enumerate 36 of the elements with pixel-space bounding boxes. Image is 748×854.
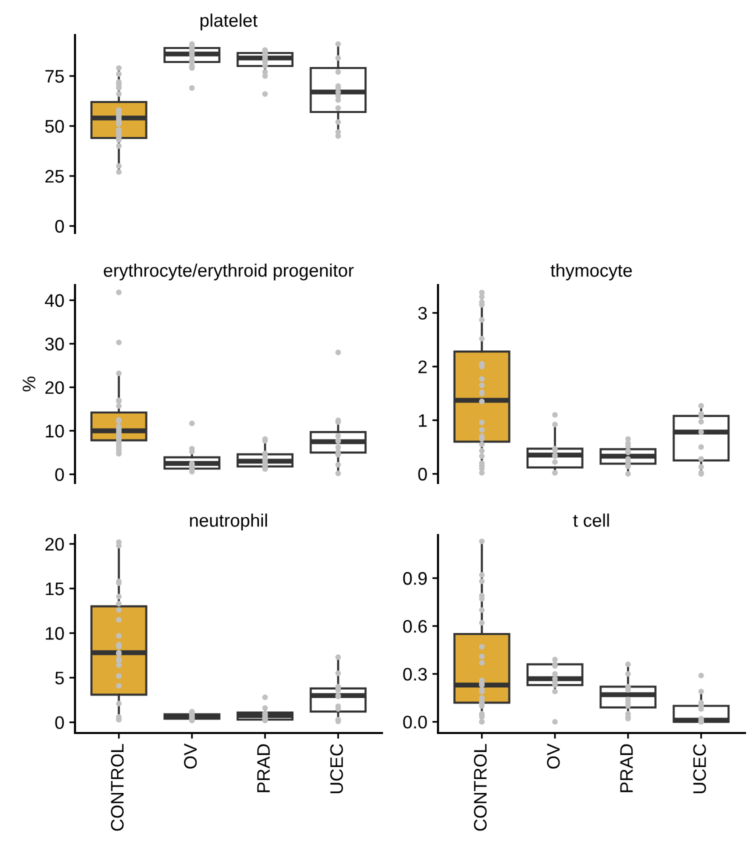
x-tick-label: PRAD [620, 744, 633, 792]
y-tick-label: 0 [55, 716, 64, 730]
x-tick-label: OV [547, 743, 560, 769]
y-tick-label: 1 [418, 414, 427, 427]
chart-title: erythrocyte/erythroid progenitor [104, 264, 354, 280]
y-tick-label: 0.9 [403, 572, 427, 585]
x-tick-label: OV [184, 743, 197, 769]
y-tick-label: 3 [418, 306, 427, 320]
y-tick-label: 40 [44, 294, 64, 307]
chart-title: thymocyte [550, 264, 632, 280]
y-tick-label: 0.0 [403, 716, 427, 729]
x-tick-label: UCEC [693, 744, 706, 794]
y-tick-label: 30 [45, 338, 64, 350]
chart-title: platelet [200, 14, 258, 30]
x-tick-label: CONTROL [110, 744, 124, 831]
y-tick-label: 10 [46, 627, 64, 640]
y-tick-label: 0.3 [403, 668, 427, 681]
y-tick-label: 15 [46, 582, 64, 596]
y-tick-label: 20 [45, 381, 64, 394]
y-tick-label: 10 [46, 424, 64, 438]
x-tick-label: UCEC [330, 744, 343, 794]
y-tick-label: 20 [45, 538, 64, 551]
y-tick-label: 0 [55, 220, 64, 233]
y-tick-label: 0 [55, 468, 64, 482]
y-tick-label: 25 [45, 170, 64, 183]
y-axis-title: % [22, 376, 36, 392]
y-tick-label: 0 [418, 468, 427, 481]
chart-title: t cell [573, 514, 609, 527]
x-tick-label: CONTROL [474, 744, 487, 831]
y-tick-label: 5 [55, 672, 64, 684]
y-tick-label: 50 [45, 120, 64, 133]
chart-title: neutrophil [190, 514, 267, 530]
y-tick-label: 75 [45, 70, 64, 83]
x-tick-label: PRAD [257, 744, 270, 792]
y-tick-label: 2 [418, 360, 427, 374]
y-tick-label: 0.6 [403, 620, 427, 633]
